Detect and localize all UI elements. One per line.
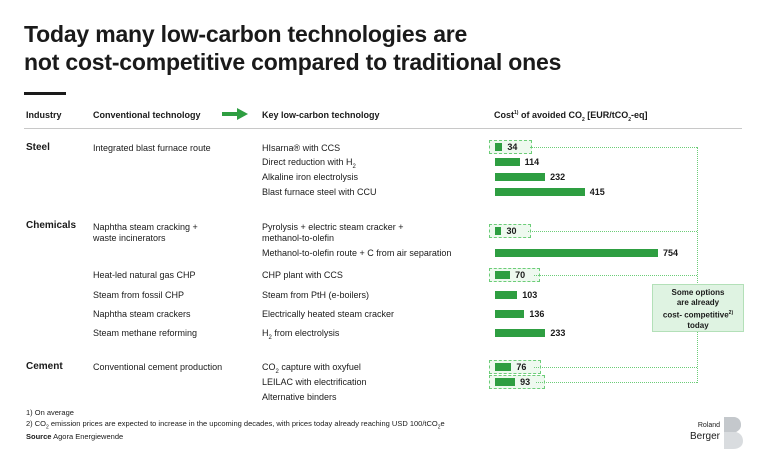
header-key-technology: Key low-carbon technology — [262, 110, 380, 120]
bar-value-label: 232 — [550, 172, 566, 182]
tech-label: Methanol-to-olefin route + C from air se… — [262, 248, 452, 258]
bar — [495, 158, 520, 166]
bar — [495, 143, 503, 151]
connector-line — [536, 382, 697, 383]
brand-logo-icon — [724, 417, 743, 449]
header-cost: Cost1) of avoided CO2 [EUR/tCO2-eq] — [494, 110, 648, 123]
page-title: Today many low-carbon technologies are n… — [24, 20, 724, 76]
industry-steel: Steel — [26, 142, 50, 153]
conventional-technology: waste incinerators — [93, 233, 166, 243]
bar — [495, 227, 502, 235]
bar-value-label: 70 — [515, 270, 526, 280]
bar — [495, 378, 516, 386]
tech-label: Alkaline iron electrolysis — [262, 172, 359, 182]
bar — [495, 271, 511, 279]
bar-value-label: 754 — [663, 248, 679, 258]
bar — [495, 188, 585, 196]
tech-label: Direct reduction with H2 — [262, 157, 356, 170]
title-underline — [24, 92, 66, 95]
industry-cement: Cement — [26, 361, 63, 372]
source-note: Source Agora Energiewende — [26, 432, 124, 441]
bar-value-label: 30 — [506, 226, 517, 236]
header-industry: Industry — [26, 110, 62, 120]
bar-value-label: 114 — [524, 157, 540, 167]
bar — [495, 173, 546, 181]
tech-label: Blast furnace steel with CCU — [262, 187, 377, 197]
conventional-technology: Steam methane reforming — [93, 328, 198, 338]
conventional-technology: Naphtha steam crackers — [93, 309, 191, 319]
bar-value-label: 76 — [516, 362, 527, 372]
tech-label: Alternative binders — [262, 392, 337, 402]
tech-label: methanol-to-olefin — [262, 233, 335, 243]
tech-label: CO2 capture with oxyfuel — [262, 362, 361, 375]
cost-competitive-note: Some options are already cost- competiti… — [652, 284, 744, 332]
bar — [495, 291, 518, 299]
conventional-technology: Integrated blast furnace route — [93, 143, 211, 153]
conventional-technology: Heat-led natural gas CHP — [93, 270, 196, 280]
bar-value-label: 233 — [550, 328, 566, 338]
bar-value-label: 136 — [529, 309, 545, 319]
bar-value-label: 103 — [522, 290, 538, 300]
conventional-technology: Conventional cement production — [93, 362, 223, 372]
header-conventional: Conventional technology — [93, 110, 201, 120]
connector-line — [528, 231, 697, 232]
industry-chemicals: Chemicals — [26, 220, 77, 231]
bar-value-label: 415 — [589, 187, 605, 197]
conventional-technology: Naphtha steam cracking + — [93, 222, 198, 232]
tech-label: HIsarna® with CCS — [262, 143, 341, 153]
tech-label: Pyrolysis + electric steam cracker + — [262, 222, 404, 232]
bar — [495, 249, 658, 257]
tech-label: Electrically heated steam cracker — [262, 309, 395, 319]
bar — [495, 363, 512, 371]
connector-line — [534, 367, 697, 368]
connector-line — [530, 147, 697, 148]
arrow-right-icon — [222, 108, 248, 120]
tech-label: Steam from PtH (e-boilers) — [262, 290, 370, 300]
brand-logo-text: Roland Berger — [689, 422, 720, 442]
header-divider — [24, 128, 742, 129]
tech-label: H2 from electrolysis — [262, 328, 340, 341]
conventional-technology: Steam from fossil CHP — [93, 290, 185, 300]
title-line-2: not cost-competitive compared to traditi… — [24, 49, 562, 75]
connector-line — [697, 147, 698, 383]
footnote-1: 1) On average — [26, 408, 74, 417]
footnote-2: 2) CO2 emission prices are expected to i… — [26, 419, 445, 431]
connector-line — [534, 275, 697, 276]
title-line-1: Today many low-carbon technologies are — [24, 21, 468, 47]
bar — [495, 310, 525, 318]
tech-label: LEILAC with electrification — [262, 377, 367, 387]
bar-value-label: 93 — [520, 377, 531, 387]
bar — [495, 329, 546, 337]
tech-label: CHP plant with CCS — [262, 270, 343, 280]
bar-value-label: 34 — [507, 142, 518, 152]
